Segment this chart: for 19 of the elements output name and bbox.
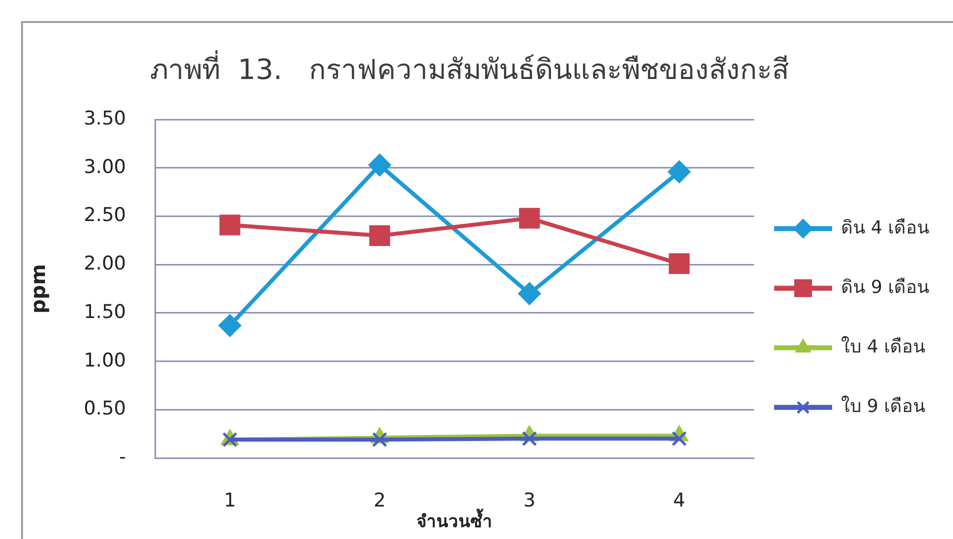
legend-label: ใบ 9 เดือน [841,395,926,418]
y-tick-label: - [119,446,126,468]
legend-label: ใบ 4 เดือน [841,335,926,358]
x-tick-label: 1 [224,489,236,512]
y-axis-title: ppm [26,264,50,314]
y-tick-label: 3.00 [84,156,126,178]
y-tick-label: 1.50 [84,300,126,323]
y-tick-label: 3.50 [84,108,126,130]
legend-label: ดิน 4 เดือน [841,217,930,238]
y-tick-label: 2.50 [84,204,126,226]
x-tick-label: 3 [523,489,536,512]
y-tick-label: 1.00 [84,349,126,372]
x-tick-label: 2 [374,489,386,512]
x-axis-title: จำนวนซ้ำ [416,508,493,532]
y-tick-label: 0.50 [84,398,126,420]
x-tick-label: 4 [673,489,686,512]
chart-title: ภาพที่ 13. กราฟความสัมพันธ์ดินและพืชของสังกะสี [150,50,790,86]
y-tick-label: 2.00 [84,252,126,275]
legend-label: ดิน 9 เดือน [841,276,930,298]
